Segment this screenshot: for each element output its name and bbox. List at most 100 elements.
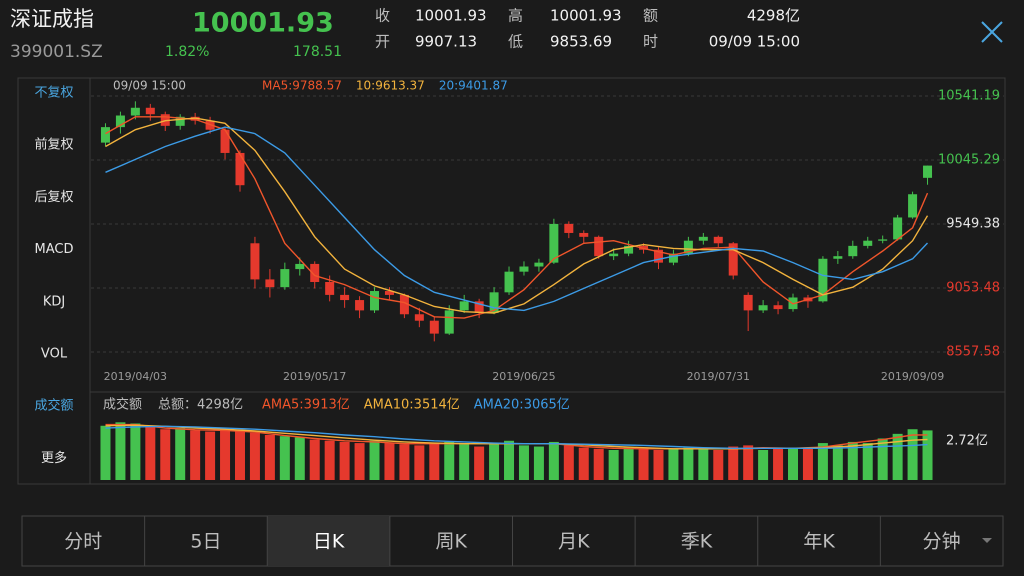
quote-value: 4298亿 (747, 7, 800, 25)
chart-box (89, 77, 1006, 485)
volume-title: 成交额 (103, 397, 142, 413)
candle-body (175, 116, 185, 126)
y-tick-label: 9053.48 (946, 281, 1000, 296)
ma-legend: 20:9401.87 (439, 79, 508, 93)
x-tick-label: 2019/07/31 (687, 370, 750, 383)
index-code: 399001.SZ (10, 42, 103, 62)
volume-bar (683, 447, 694, 480)
candle-body (609, 253, 619, 257)
tab[interactable]: 年K (803, 531, 835, 553)
tab[interactable]: 季K (681, 531, 713, 553)
candle-body (833, 256, 843, 259)
volume-bar (234, 430, 245, 480)
volume-bar (698, 448, 709, 480)
volume-bar (802, 448, 813, 480)
volume-bar (429, 443, 440, 480)
volume-bar (817, 443, 828, 480)
sidebar-item[interactable]: 后复权 (34, 189, 73, 205)
volume-bar (489, 443, 500, 480)
x-tick-label: 2019/06/25 (492, 370, 555, 383)
volume-bar (160, 429, 171, 480)
ama-legend: AMA10:3514亿 (364, 398, 460, 413)
candle-body (728, 243, 738, 276)
tab-selected-bg (267, 516, 390, 566)
sidebar-item[interactable]: 更多 (41, 450, 67, 466)
volume-bar (145, 426, 156, 480)
ama-legend: AMA20:3065亿 (474, 398, 570, 413)
volume-bar (548, 441, 559, 480)
candle-body (429, 320, 439, 334)
ama-legend: AMA5:3913亿 (262, 398, 350, 413)
tab[interactable]: 分钟 (923, 531, 961, 553)
volume-bar (563, 445, 574, 480)
volume-bar (922, 430, 933, 480)
volume-bar (115, 422, 126, 480)
candle-body (295, 263, 305, 270)
change: 178.51 (293, 44, 342, 60)
volume-bar (504, 440, 515, 480)
sidebar-item[interactable]: 成交额 (34, 398, 73, 414)
change-pct: 1.82% (165, 44, 209, 60)
volume-bar (593, 448, 604, 480)
ma-line (105, 117, 929, 314)
quote-value: 10001.93 (415, 7, 487, 25)
x-tick-label: 2019/09/09 (881, 370, 944, 383)
candle-body (399, 294, 409, 315)
tab[interactable]: 周K (435, 531, 467, 553)
volume-bar (399, 444, 410, 480)
candle-body (848, 245, 858, 257)
candle-body (773, 305, 783, 310)
volume-bar (309, 439, 320, 480)
volume-bar (220, 429, 231, 480)
time-label: 09/09 15:00 (113, 79, 186, 93)
candle-body (863, 240, 873, 246)
volume-bar (773, 448, 784, 480)
candle-body (519, 266, 529, 272)
volume-bar (264, 435, 275, 480)
volume-bar (324, 440, 335, 480)
volume-bar (892, 433, 903, 480)
volume-bar (638, 448, 649, 480)
candle-body (564, 223, 574, 233)
sidebar-item[interactable]: MACD (35, 242, 74, 257)
volume-bar (653, 450, 664, 480)
candle-body (459, 301, 469, 311)
candle-body (549, 223, 559, 263)
sidebar-item[interactable]: VOL (41, 347, 68, 362)
candle-body (668, 253, 678, 263)
candle-body (818, 258, 828, 302)
candle-body (115, 115, 125, 128)
volume-bar (518, 445, 529, 480)
candle-body (355, 300, 365, 311)
sidebar-item[interactable]: 不复权 (34, 85, 73, 101)
ma-legend: MA5:9788.57 (262, 79, 342, 93)
y-tick-label: 8557.58 (946, 345, 1000, 360)
quote-label: 高 (508, 7, 523, 25)
volume-bar (175, 428, 186, 480)
volume-bar (444, 441, 455, 480)
candle-body (743, 294, 753, 311)
candle-body (235, 152, 245, 186)
sidebar-item[interactable]: 前复权 (34, 137, 73, 153)
tab[interactable]: 分时 (64, 531, 102, 553)
candle-body (265, 279, 275, 288)
tab[interactable]: 日K (313, 531, 345, 553)
quote-label: 时 (643, 33, 658, 51)
volume-bar (743, 445, 754, 480)
x-tick-label: 2019/05/17 (283, 370, 346, 383)
close-button[interactable] (981, 21, 1003, 43)
ama-line (105, 425, 928, 449)
candle-body (444, 310, 454, 334)
candle-body (220, 129, 230, 153)
candle-body (280, 269, 290, 288)
volume-bar (668, 448, 679, 480)
quote-value: 9907.13 (415, 33, 477, 51)
volume-bar (100, 425, 111, 480)
x-tick-label: 2019/04/03 (104, 370, 167, 383)
volume-axis-label: 2.72亿 (946, 434, 988, 449)
tab[interactable]: 5日 (190, 531, 221, 553)
tab[interactable]: 月K (558, 531, 590, 553)
sidebar-item[interactable]: KDJ (43, 294, 65, 309)
